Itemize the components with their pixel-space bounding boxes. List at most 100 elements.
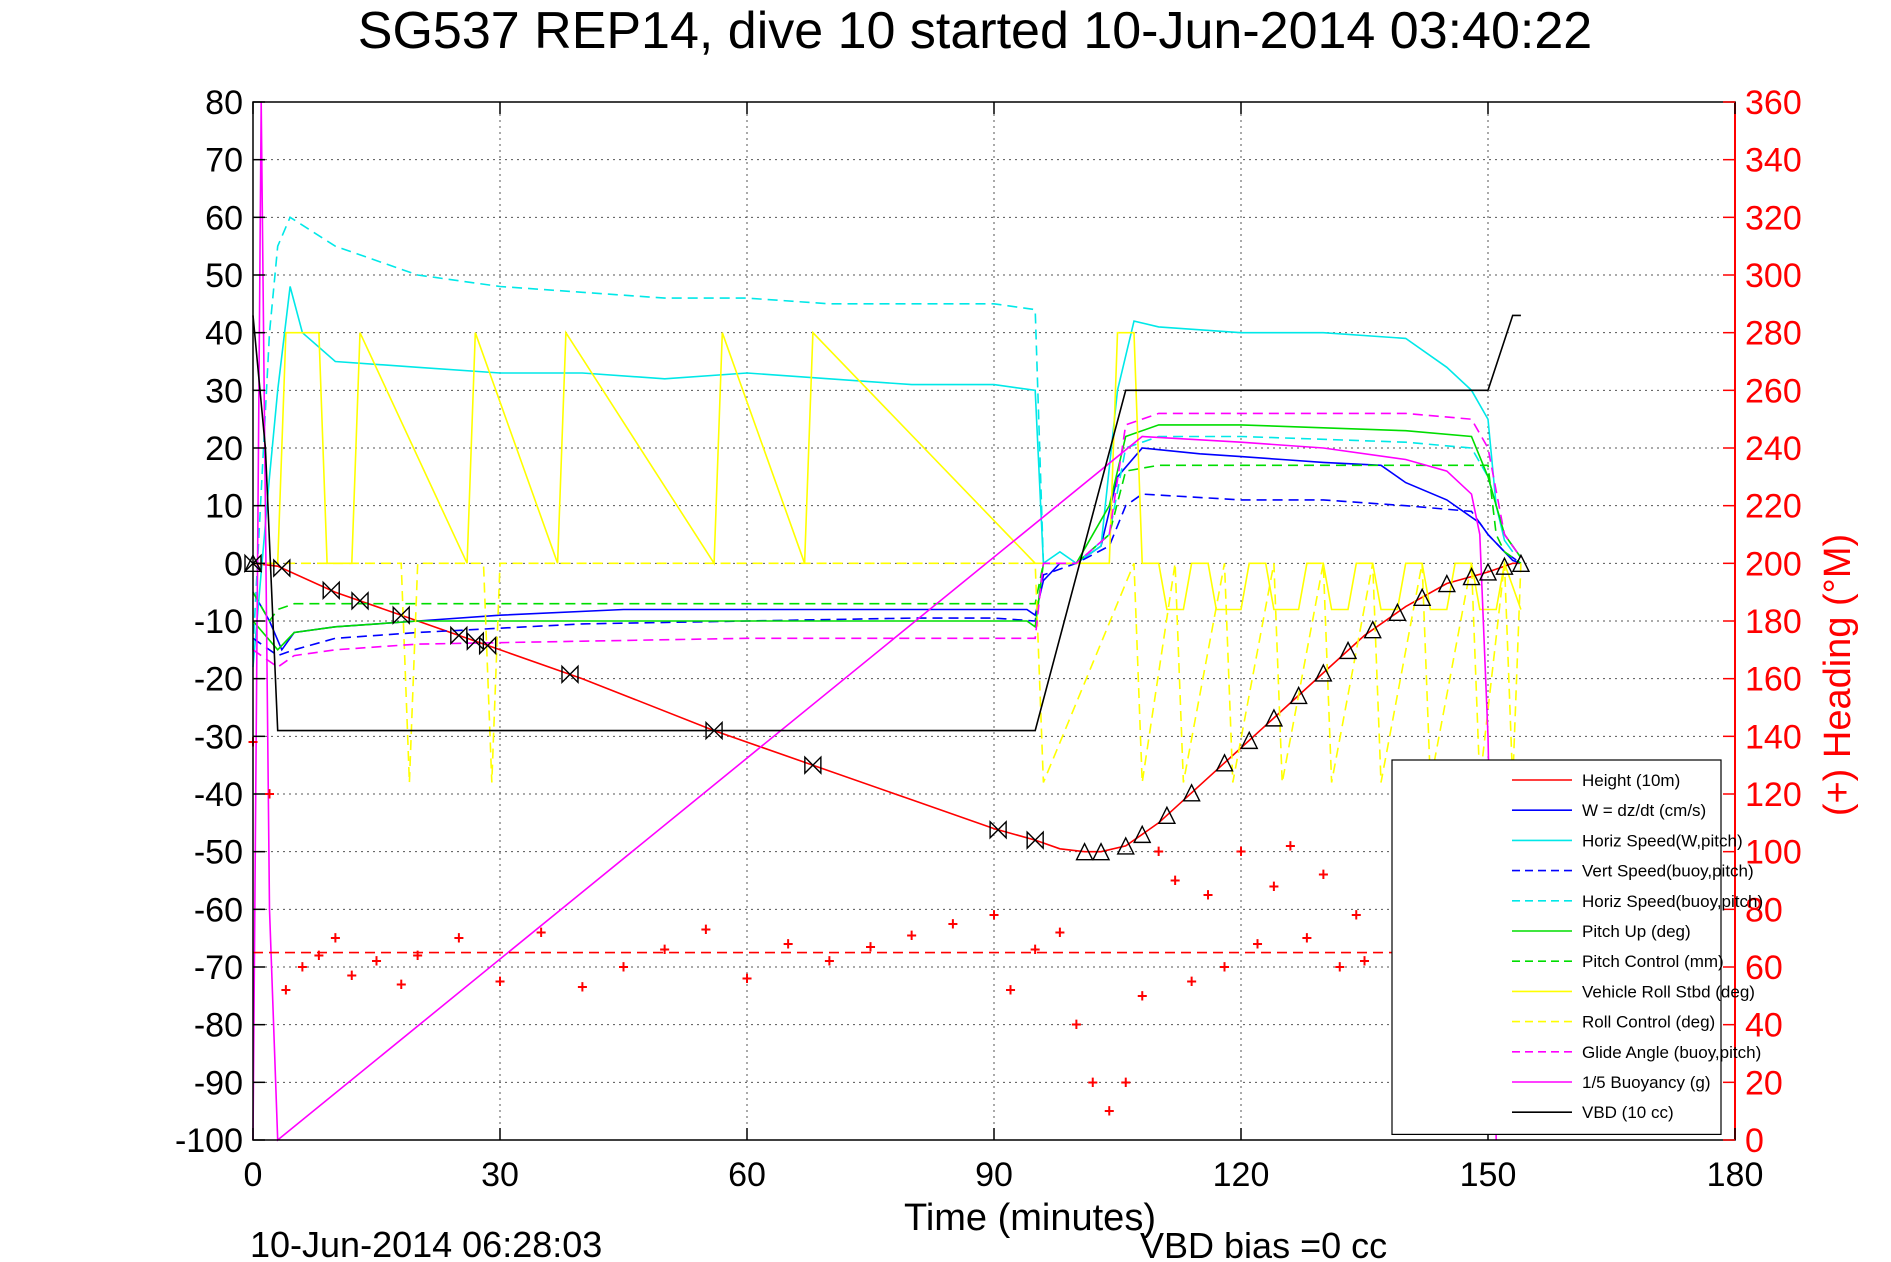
heading-point: +	[1269, 876, 1280, 896]
y2-tick-label: 240	[1745, 430, 1802, 468]
bowtie-marker	[244, 553, 262, 574]
x-tick-label: 0	[244, 1156, 263, 1194]
triangle-marker	[1264, 708, 1284, 727]
heading-point: +	[454, 928, 465, 948]
series-line	[252, 562, 1521, 853]
heading-point: +	[1030, 940, 1041, 960]
y-tick-label: -80	[194, 1007, 243, 1045]
triangle-marker	[1388, 602, 1407, 622]
heading-point: +	[1153, 842, 1164, 862]
legend-label: Height (10m)	[1582, 771, 1680, 790]
y-tick-label: -100	[175, 1122, 243, 1160]
heading-point: +	[824, 951, 835, 971]
triangle-marker	[1511, 553, 1531, 573]
heading-point: +	[297, 957, 308, 977]
heading-point: +	[1186, 971, 1197, 991]
series-line	[252, 464, 1522, 623]
legend-label: Vert Speed(buoy,pitch)	[1582, 862, 1754, 881]
legend-box	[1391, 759, 1722, 1135]
y-tick-label: -30	[194, 718, 243, 756]
triangle-marker	[1116, 836, 1135, 855]
heading-point: +	[1236, 842, 1247, 862]
triangle-marker	[1462, 567, 1481, 586]
y2-tick-label: 180	[1745, 603, 1802, 641]
heading-point: +	[1351, 905, 1362, 925]
bowtie-marker	[804, 755, 822, 775]
heading-point: +	[1104, 1101, 1115, 1121]
y2-tick-label: 160	[1745, 661, 1802, 699]
heading-point: +	[577, 977, 588, 997]
y2-tick-label: 260	[1745, 372, 1802, 410]
heading-point: +	[264, 784, 275, 804]
legend-label: Vehicle Roll Stbd (deg)	[1582, 982, 1755, 1001]
y2-tick-label: 220	[1745, 488, 1802, 526]
legend-label: 1/5 Buoyancy (g)	[1582, 1073, 1711, 1092]
y-tick-label: -40	[194, 776, 243, 814]
legend-label: Pitch Control (mm)	[1582, 952, 1724, 971]
heading-point: +	[906, 925, 917, 945]
y2-tick-label: 320	[1745, 199, 1802, 237]
y2-tick-label: 120	[1745, 776, 1802, 814]
triangle-marker	[1289, 685, 1308, 705]
series-line	[252, 101, 1497, 1142]
y2-axis-label: (+) Heading (°M)	[1817, 534, 1859, 816]
heading-point: +	[1285, 836, 1296, 856]
bowtie-marker	[450, 625, 468, 646]
bowtie-marker	[561, 664, 579, 685]
heading-point: +	[314, 945, 325, 965]
heading-point: +	[495, 971, 506, 991]
y2-tick-label: 60	[1745, 949, 1783, 987]
heading-point: +	[1005, 980, 1016, 1000]
y2-tick-label: 0	[1745, 1122, 1764, 1160]
y2-tick-label: 340	[1745, 142, 1802, 180]
y-tick-label: 10	[205, 488, 243, 526]
y2-tick-label: 280	[1745, 315, 1802, 353]
triangle-marker	[1157, 805, 1177, 825]
heading-point: +	[618, 957, 629, 977]
x-tick-label: 30	[481, 1156, 519, 1194]
heading-point: +	[1252, 934, 1263, 954]
y2-tick-label: 200	[1745, 545, 1802, 583]
heading-point: +	[659, 940, 670, 960]
y2-tick-label: 140	[1745, 718, 1802, 756]
y-tick-label: 0	[224, 545, 243, 583]
x-tick-label: 180	[1707, 1156, 1764, 1194]
series-line	[252, 314, 1521, 732]
y2-tick-label: 100	[1745, 834, 1802, 872]
y2-tick-label: 360	[1745, 84, 1802, 122]
heading-point: +	[1170, 871, 1181, 891]
heading-point: +	[865, 937, 876, 957]
series-line	[252, 493, 1522, 657]
triangle-marker	[1215, 753, 1234, 772]
triangle-marker	[1363, 620, 1382, 639]
triangle-marker	[1133, 824, 1152, 844]
heading-point: +	[783, 934, 794, 954]
y-tick-label: 80	[205, 84, 243, 122]
x-tick-label: 150	[1460, 1156, 1517, 1194]
heading-point: +	[742, 969, 753, 989]
y-tick-label: -10	[194, 603, 243, 641]
marker-layer	[243, 553, 1531, 861]
bowtie-marker	[705, 720, 723, 741]
bowtie-marker	[392, 605, 410, 625]
heading-point: +	[1120, 1072, 1131, 1092]
heading-point: +	[948, 914, 959, 934]
footer-timestamp: 10-Jun-2014 06:28:03	[250, 1224, 602, 1262]
y-tick-label: -50	[194, 834, 243, 872]
legend-label: Horiz Speed(buoy,pitch)	[1582, 892, 1763, 911]
heading-point: +	[347, 966, 358, 986]
heading-point: +	[536, 922, 547, 942]
y-tick-label: 60	[205, 199, 243, 237]
y-tick-label: 20	[205, 430, 243, 468]
y-tick-label: -60	[194, 891, 243, 929]
y-tick-label: 50	[205, 257, 243, 295]
heading-point: +	[396, 974, 407, 994]
heading-point: +	[330, 928, 341, 948]
heading-point: +	[1055, 922, 1066, 942]
bowtie-marker	[322, 580, 340, 601]
y-tick-label: 30	[205, 372, 243, 410]
legend-label: Pitch Up (deg)	[1582, 922, 1691, 941]
heading-point: +	[1088, 1072, 1099, 1092]
chart-title: SG537 REP14, dive 10 started 10-Jun-2014…	[358, 2, 1592, 60]
